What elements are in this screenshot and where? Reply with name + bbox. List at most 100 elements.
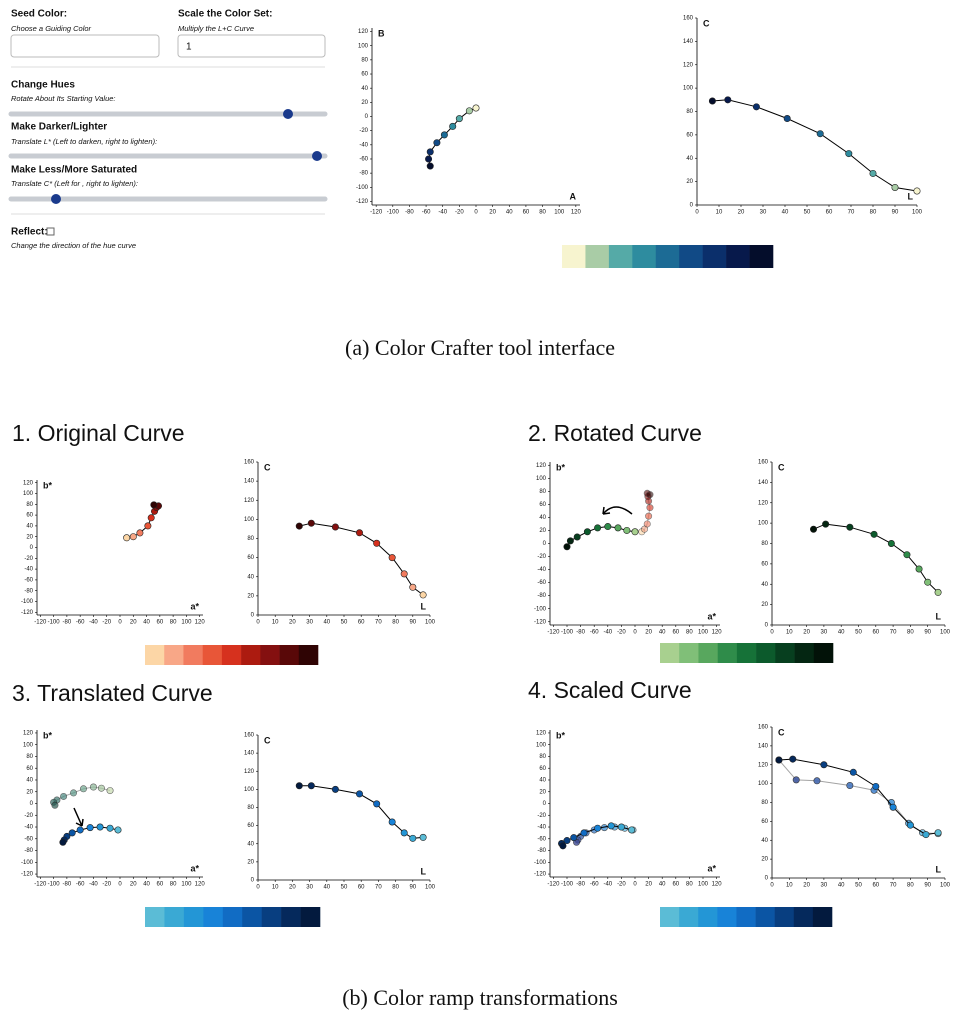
y-tick-label: 20 bbox=[761, 602, 768, 608]
y-tick-label: -100 bbox=[21, 599, 34, 605]
y-axis-label: C bbox=[778, 727, 785, 737]
caption: (b) Color ramp transformations bbox=[342, 985, 618, 1010]
hues-hint: Rotate About Its Starting Value: bbox=[11, 94, 116, 103]
swatch-cell bbox=[698, 643, 718, 663]
x-tick-label: 50 bbox=[341, 620, 348, 626]
swatch-cell bbox=[736, 643, 757, 663]
swatch-cell bbox=[736, 907, 756, 927]
point bbox=[331, 523, 339, 531]
slider-knob[interactable] bbox=[283, 109, 293, 119]
y-tick-label: 0 bbox=[543, 541, 547, 547]
swatch-cell bbox=[717, 643, 738, 663]
y-tick-label: 100 bbox=[758, 521, 769, 527]
y-tick-label: 20 bbox=[686, 179, 693, 185]
rotation-arrow bbox=[602, 506, 633, 515]
y-tick-label: -60 bbox=[359, 157, 368, 163]
point bbox=[440, 131, 448, 139]
y-tick-label: 20 bbox=[247, 593, 254, 599]
point bbox=[563, 837, 571, 845]
point bbox=[617, 823, 625, 831]
y-tick-label: 20 bbox=[539, 789, 546, 795]
hues-label: Change Hues bbox=[11, 80, 75, 91]
swatch-cell bbox=[679, 643, 699, 663]
slider-knob[interactable] bbox=[51, 194, 61, 204]
swatch-cell bbox=[698, 907, 718, 927]
point bbox=[123, 534, 131, 542]
y-tick-label: 40 bbox=[247, 841, 254, 847]
y-tick-label: 60 bbox=[761, 561, 768, 567]
x-axis-label: L bbox=[421, 601, 427, 611]
x-tick-label: 100 bbox=[698, 630, 709, 636]
point bbox=[455, 115, 463, 123]
y-tick-label: 80 bbox=[26, 754, 33, 760]
x-tick-label: 0 bbox=[770, 883, 774, 889]
swatch-cell bbox=[660, 907, 680, 927]
y-tick-label: -40 bbox=[24, 825, 33, 831]
y-tick-label: 120 bbox=[683, 62, 694, 68]
y-tick-label: -80 bbox=[359, 171, 368, 177]
y-tick-label: 20 bbox=[761, 857, 768, 863]
x-tick-label: 0 bbox=[256, 885, 260, 891]
x-tick-label: -120 bbox=[547, 882, 560, 888]
x-tick-label: 0 bbox=[474, 210, 478, 216]
seed-hint: Choose a Guiding Color bbox=[11, 24, 92, 33]
point bbox=[922, 831, 930, 839]
x-tick-label: 40 bbox=[323, 885, 330, 891]
slider-knob[interactable] bbox=[312, 151, 322, 161]
y-tick-label: 80 bbox=[539, 489, 546, 495]
panel-title: 3. Translated Curve bbox=[12, 680, 213, 706]
point bbox=[820, 761, 828, 769]
scale-input[interactable] bbox=[177, 34, 326, 58]
x-tick-label: 10 bbox=[786, 630, 793, 636]
x-tick-label: 120 bbox=[195, 620, 206, 626]
x-axis-label: L bbox=[936, 864, 942, 874]
x-tick-label: 40 bbox=[782, 210, 789, 216]
x-tick-label: -60 bbox=[422, 210, 431, 216]
y-tick-label: 120 bbox=[536, 463, 547, 469]
rotation-arrow-head bbox=[602, 506, 611, 515]
x-tick-label: 0 bbox=[695, 210, 699, 216]
x-tick-label: 40 bbox=[659, 882, 666, 888]
point bbox=[409, 834, 417, 842]
point bbox=[643, 520, 651, 528]
x-tick-label: -40 bbox=[89, 620, 98, 626]
x-tick-label: 40 bbox=[143, 620, 150, 626]
point bbox=[583, 528, 591, 536]
x-tick-label: -100 bbox=[561, 882, 574, 888]
x-tick-label: 80 bbox=[907, 630, 914, 636]
x-tick-label: 10 bbox=[716, 210, 723, 216]
y-tick-label: 80 bbox=[247, 536, 254, 542]
y-tick-label: 120 bbox=[244, 769, 255, 775]
y-tick-label: -40 bbox=[24, 567, 33, 573]
swatch-cell bbox=[281, 907, 301, 927]
y-tick-label: 0 bbox=[251, 878, 255, 884]
x-tick-label: 20 bbox=[489, 210, 496, 216]
swatch-cell bbox=[164, 907, 185, 927]
reflect-checkbox[interactable] bbox=[46, 227, 55, 236]
x-tick-label: -60 bbox=[590, 882, 599, 888]
scale-hint: Multiply the L+C Curve bbox=[178, 24, 254, 33]
swatch-cell bbox=[775, 643, 795, 663]
y-tick-label: -100 bbox=[356, 185, 369, 191]
point bbox=[409, 583, 417, 591]
point bbox=[870, 530, 878, 538]
x-tick-label: 30 bbox=[821, 630, 828, 636]
point bbox=[783, 115, 791, 123]
x-tick-label: 40 bbox=[659, 630, 666, 636]
point bbox=[373, 539, 381, 547]
point bbox=[144, 522, 152, 530]
y-tick-label: 80 bbox=[26, 502, 33, 508]
seed-input[interactable] bbox=[10, 34, 160, 58]
swatch-cell bbox=[164, 645, 184, 665]
point bbox=[433, 139, 441, 147]
point bbox=[388, 554, 396, 562]
y-tick-label: 100 bbox=[536, 476, 547, 482]
y-tick-label: 140 bbox=[244, 751, 255, 757]
x-tick-label: -80 bbox=[63, 882, 72, 888]
swatch-cell bbox=[749, 245, 774, 268]
y-axis-label: b* bbox=[556, 462, 565, 472]
y-tick-label: 120 bbox=[23, 731, 34, 737]
curve bbox=[428, 107, 477, 167]
swatch-cell bbox=[202, 645, 223, 665]
